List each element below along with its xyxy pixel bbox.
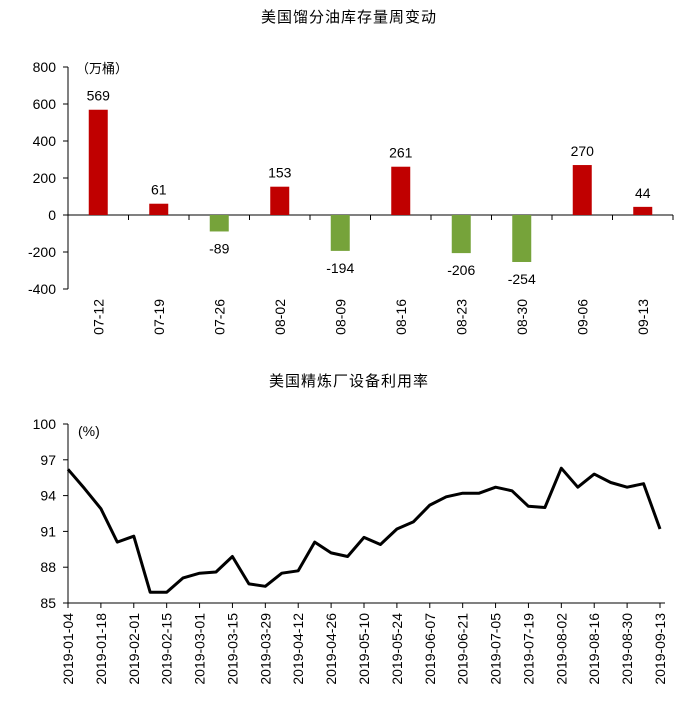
unit-label: (%) <box>78 423 100 439</box>
data-label: 61 <box>151 182 167 198</box>
bar <box>512 215 532 262</box>
unit-label: （万桶） <box>76 62 128 77</box>
x-tick-label: 2019-02-15 <box>159 613 175 685</box>
data-label: -194 <box>326 260 354 276</box>
y-tick-label: 200 <box>33 170 57 186</box>
x-tick-label: 07-26 <box>211 299 227 335</box>
y-tick-label: 85 <box>40 595 56 611</box>
data-label: 569 <box>87 88 111 104</box>
x-tick-label: 2019-04-12 <box>290 613 306 685</box>
x-tick-label: 2019-04-26 <box>323 613 339 685</box>
y-tick-label: 97 <box>40 452 56 468</box>
x-tick-label: 2019-05-24 <box>389 613 405 685</box>
x-tick-label: 2019-01-04 <box>60 613 76 685</box>
data-label: 44 <box>635 185 651 201</box>
x-tick-label: 2019-07-05 <box>488 613 504 685</box>
y-tick-label: 91 <box>40 523 56 539</box>
data-label: -206 <box>447 262 475 278</box>
bar <box>209 215 229 232</box>
x-tick-label: 2019-08-30 <box>619 613 635 685</box>
x-tick-label: 2019-06-07 <box>422 613 438 685</box>
x-tick-label: 2019-08-02 <box>553 613 569 685</box>
x-tick-label: 08-30 <box>514 299 530 335</box>
bar <box>149 203 169 215</box>
chart1-title: 美国馏分油库存量周变动 <box>260 8 437 26</box>
data-label: -254 <box>508 271 536 287</box>
utilization-line <box>66 466 662 594</box>
x-tick-label: 2019-01-18 <box>93 613 109 685</box>
y-tick-label: 600 <box>33 96 57 112</box>
bar <box>88 109 108 215</box>
x-tick-label: 2019-03-29 <box>257 613 273 685</box>
x-tick-label: 08-23 <box>453 299 469 335</box>
y-tick-label: 88 <box>40 559 56 575</box>
chart2-title: 美国精炼厂设备利用率 <box>268 372 429 390</box>
data-label: 153 <box>268 165 292 181</box>
x-tick-label: 09-13 <box>635 299 651 335</box>
x-tick-label: 07-12 <box>90 299 106 335</box>
data-label: 270 <box>571 143 595 159</box>
bar <box>330 215 350 251</box>
y-tick-label: -400 <box>28 281 56 297</box>
x-tick-label: 07-19 <box>151 299 167 335</box>
data-label: 261 <box>389 145 413 161</box>
x-tick-label: 2019-02-01 <box>126 613 142 685</box>
x-tick-label: 08-16 <box>393 299 409 335</box>
x-tick-label: 2019-06-21 <box>455 613 471 685</box>
y-tick-label: 400 <box>33 133 57 149</box>
bar <box>572 165 592 215</box>
bar <box>451 215 471 254</box>
x-tick-label: 08-02 <box>272 299 288 335</box>
x-tick-label: 09-06 <box>574 299 590 335</box>
data-label: -89 <box>209 240 229 256</box>
x-tick-label: 2019-07-19 <box>520 613 536 685</box>
bar <box>633 206 653 215</box>
x-tick-label: 2019-03-15 <box>224 613 240 685</box>
x-tick-label: 2019-05-10 <box>356 613 372 685</box>
x-tick-label: 2019-03-01 <box>192 613 208 685</box>
x-tick-label: 08-09 <box>332 299 348 335</box>
y-tick-label: 800 <box>33 59 57 75</box>
bar <box>270 186 290 215</box>
bar <box>391 166 411 215</box>
x-tick-label: 2019-08-16 <box>586 613 602 685</box>
distillate-inventory-bar-chart: 800 600 400 200 0 -200 -400 （万桶） 569 07-12 61 07-19… <box>28 59 674 335</box>
x-tick-label: 2019-09-13 <box>652 613 668 685</box>
y-tick-label: 0 <box>48 207 56 223</box>
y-tick-label: 94 <box>40 488 56 504</box>
y-tick-label: 100 <box>33 416 57 432</box>
y-tick-label: -200 <box>28 244 56 260</box>
